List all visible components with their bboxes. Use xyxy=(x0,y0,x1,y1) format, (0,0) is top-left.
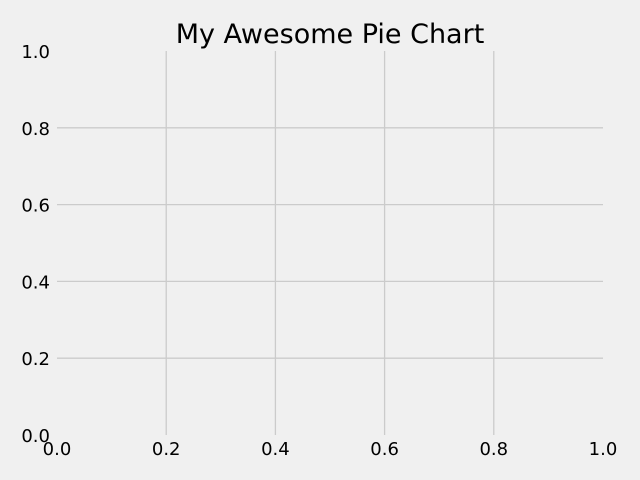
chart-title: My Awesome Pie Chart xyxy=(176,19,485,50)
y-tick-labels: 0.0 0.2 0.4 0.6 0.8 1.0 xyxy=(21,42,50,447)
y-tick-label: 0.6 xyxy=(21,196,50,217)
y-tick-label: 0.0 xyxy=(21,426,50,447)
x-tick-labels: 0.0 0.2 0.4 0.6 0.8 1.0 xyxy=(43,439,618,460)
x-tick-label: 0.6 xyxy=(370,439,399,460)
y-tick-label: 0.2 xyxy=(21,349,50,370)
x-tick-label: 0.4 xyxy=(261,439,290,460)
y-tick-label: 0.8 xyxy=(21,119,50,140)
x-tick-label: 0.8 xyxy=(479,439,508,460)
x-tick-label: 0.0 xyxy=(43,439,72,460)
grid-lines xyxy=(57,51,603,435)
y-tick-label: 0.4 xyxy=(21,272,50,293)
x-tick-label: 0.2 xyxy=(152,439,181,460)
x-tick-label: 1.0 xyxy=(589,439,618,460)
y-tick-label: 1.0 xyxy=(21,42,50,63)
